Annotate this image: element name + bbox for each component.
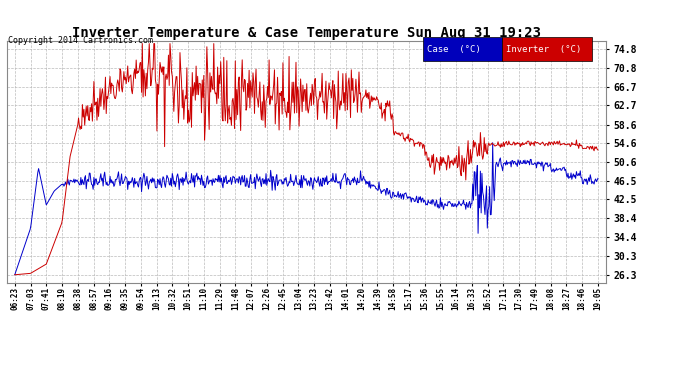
Text: Case  (°C): Case (°C): [427, 45, 481, 54]
Title: Inverter Temperature & Case Temperature Sun Aug 31 19:23: Inverter Temperature & Case Temperature …: [72, 26, 541, 40]
Text: Copyright 2014 Cartronics.com: Copyright 2014 Cartronics.com: [8, 36, 153, 45]
Text: Inverter  (°C): Inverter (°C): [506, 45, 582, 54]
